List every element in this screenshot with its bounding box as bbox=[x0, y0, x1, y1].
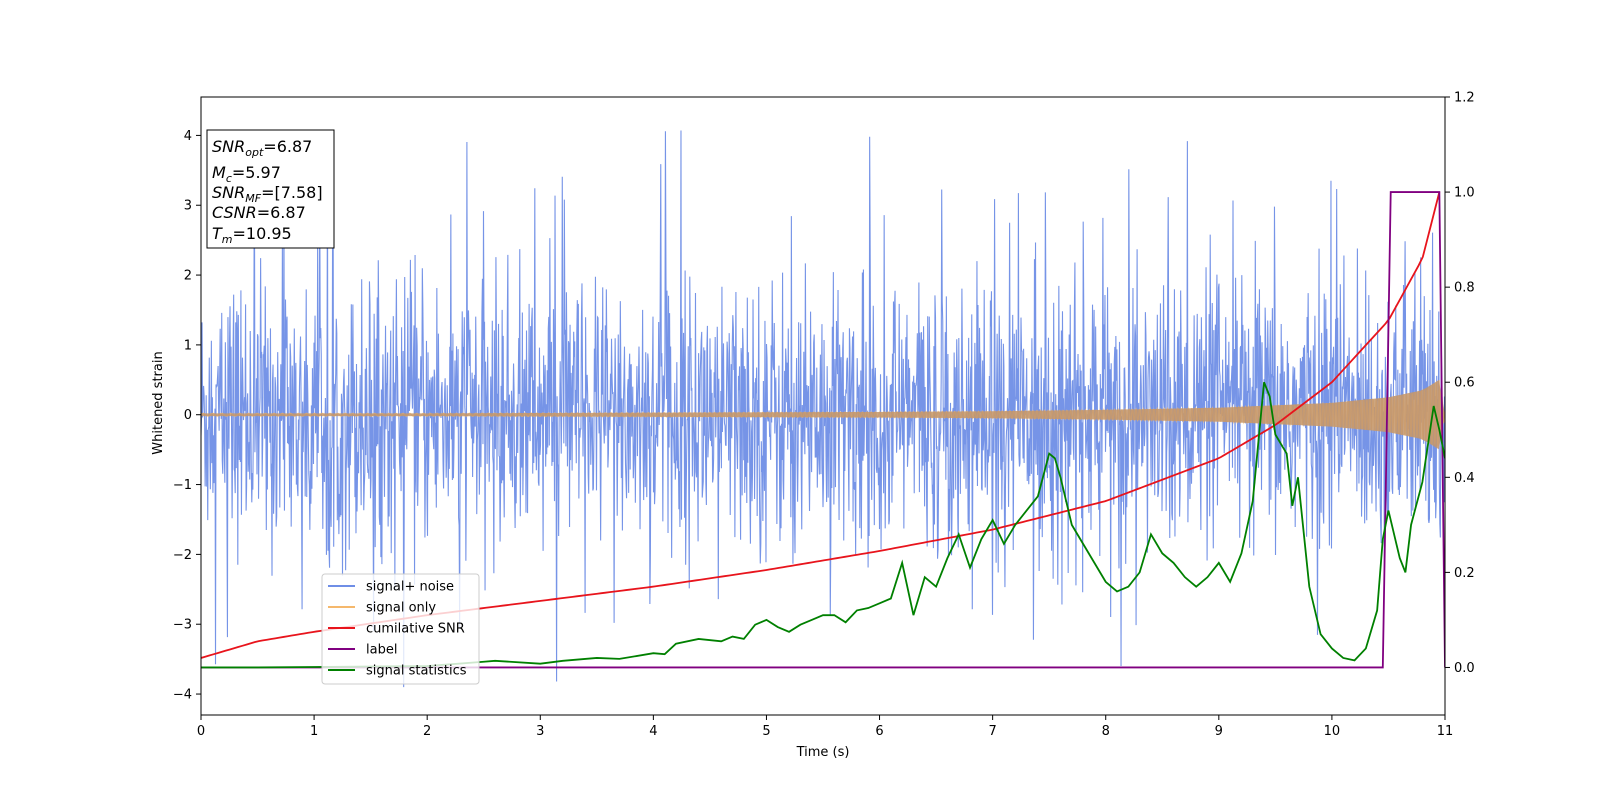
annotation-line: Mc=5.97 bbox=[212, 163, 281, 185]
annotation-subscript: c bbox=[226, 172, 232, 185]
legend-entry: signal+ noise bbox=[366, 580, 454, 595]
y-tick-label: 3 bbox=[184, 199, 192, 214]
label-line bbox=[201, 191, 1445, 669]
axes bbox=[200, 96, 1446, 716]
legend: signal+ noise signal only cumilative SNR la… bbox=[321, 573, 480, 685]
x-tick-label: 8 bbox=[1102, 724, 1110, 739]
annotation-line: Tm=10.95 bbox=[212, 224, 292, 246]
y-right-tick-label: 0.2 bbox=[1454, 566, 1475, 581]
annotation-variable: SNR bbox=[212, 137, 245, 156]
x-tick-label: 10 bbox=[1324, 724, 1341, 739]
y-right-tick-label: 1.0 bbox=[1454, 186, 1475, 201]
legend-entry: signal statistics bbox=[366, 664, 467, 679]
y-tick-label: −4 bbox=[173, 688, 192, 703]
x-axis-label: Time (s) bbox=[796, 745, 850, 760]
annotation-value: =[7.58] bbox=[261, 183, 323, 202]
legend-entry: label bbox=[366, 643, 397, 658]
x-tick-label: 7 bbox=[988, 724, 996, 739]
legend-frame bbox=[321, 573, 480, 685]
x-tick-label: 5 bbox=[762, 724, 770, 739]
y-tick-label: −2 bbox=[173, 548, 192, 563]
x-tick-label: 9 bbox=[1215, 724, 1223, 739]
y-tick-label: −3 bbox=[173, 618, 192, 633]
annotation-line: SNRopt=6.87 bbox=[212, 137, 312, 159]
annotation-value: =5.97 bbox=[232, 163, 281, 182]
annotation-box: SNRopt=6.87Mc=5.97SNRMF=[7.58]CSNR=6.87T… bbox=[206, 129, 335, 249]
y-tick-label: 2 bbox=[184, 269, 192, 284]
y-tick-label: 1 bbox=[184, 338, 192, 353]
y-right-tick-label: 0.4 bbox=[1454, 471, 1475, 486]
annotation-subscript: m bbox=[222, 233, 233, 246]
x-tick-label: 6 bbox=[875, 724, 883, 739]
annotation-value: =6.87 bbox=[263, 137, 312, 156]
x-tick-label: 2 bbox=[423, 724, 431, 739]
y-tick-label: −1 bbox=[173, 478, 192, 493]
x-tick-label: 11 bbox=[1437, 724, 1454, 739]
y-axis-label: Whitened strain bbox=[151, 351, 166, 454]
y-tick-label: 4 bbox=[184, 129, 192, 144]
legend-entry: signal only bbox=[366, 601, 436, 616]
annotation-subscript: opt bbox=[245, 146, 264, 159]
x-tick-label: 3 bbox=[536, 724, 544, 739]
signal-only-envelope bbox=[201, 380, 1445, 450]
annotation-line: CSNR=6.87 bbox=[212, 203, 306, 222]
x-tick-label: 0 bbox=[197, 724, 205, 739]
ticks: 0 1 2 3 4 5 6 7 8 9 10 1143210−1−2−3−41.21.00.80.60… bbox=[173, 91, 1475, 740]
signal-statistics-line bbox=[201, 381, 1445, 669]
annotation-subscript: MF bbox=[245, 192, 261, 205]
legend-entry: cumilative SNR bbox=[366, 622, 465, 637]
y-right-tick-label: 1.2 bbox=[1454, 91, 1475, 106]
annotation-variable: T bbox=[212, 224, 223, 243]
y-right-tick-label: 0.0 bbox=[1454, 661, 1475, 676]
annotation-variable: CSNR bbox=[212, 203, 257, 222]
annotation-line: SNRMF=[7.58] bbox=[212, 183, 323, 205]
annotation-variable: SNR bbox=[212, 183, 245, 202]
annotation-box-frame bbox=[206, 129, 335, 249]
annotation-value: =10.95 bbox=[233, 224, 292, 243]
annotation-value: =6.87 bbox=[257, 203, 306, 222]
y-tick-label: 0 bbox=[184, 408, 192, 423]
axes-frame bbox=[200, 96, 1446, 716]
x-tick-label: 1 bbox=[310, 724, 318, 739]
y-right-tick-label: 0.6 bbox=[1454, 376, 1475, 391]
annotation-variable: M bbox=[212, 163, 226, 182]
y-right-tick-label: 0.8 bbox=[1454, 281, 1475, 296]
x-tick-label: 4 bbox=[649, 724, 657, 739]
